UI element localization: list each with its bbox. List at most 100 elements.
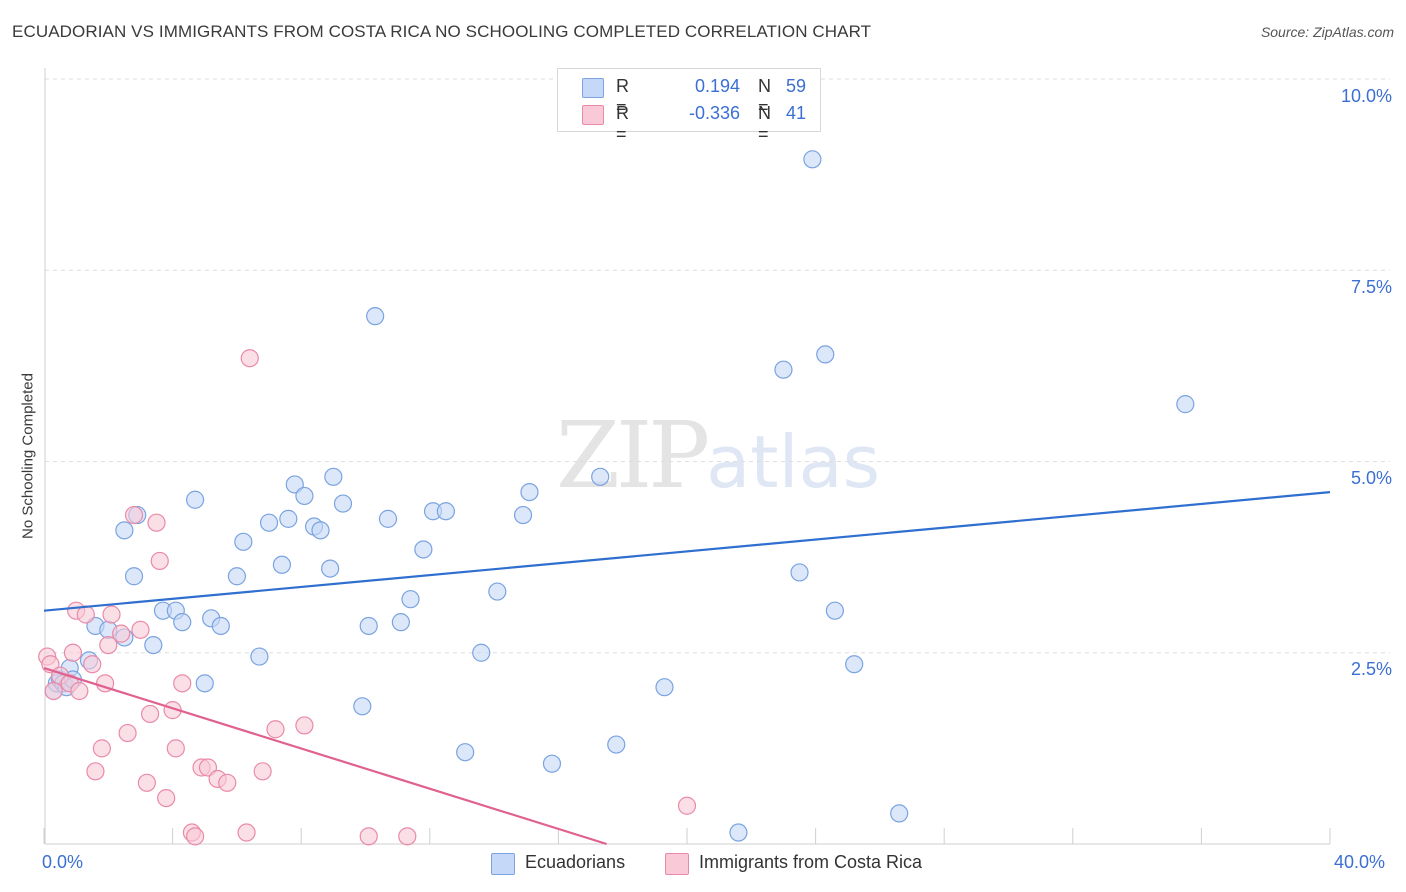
ecuadorian-trendline xyxy=(43,491,1331,612)
ecuadorian-point xyxy=(195,674,214,693)
costa-rica-trendline xyxy=(43,667,607,846)
costa-rica-point xyxy=(398,827,417,846)
ecuadorian-point xyxy=(816,345,835,364)
bottom-legend-swatch-blue xyxy=(491,853,515,875)
ecuadorian-point xyxy=(115,521,134,540)
ecuadorian-point xyxy=(774,360,793,379)
costa-rica-point xyxy=(359,827,378,846)
ecuadorian-point xyxy=(124,567,144,586)
ecuadorian-point xyxy=(259,513,279,532)
costa-rica-point xyxy=(118,723,137,743)
ecuadorian-point xyxy=(825,601,844,620)
ecuadorian-point xyxy=(333,494,353,513)
source-label: Source: ZipAtlas.com xyxy=(1260,24,1394,40)
costa-rica-point xyxy=(237,823,256,842)
x-min-label: 0.0% xyxy=(42,852,84,872)
ecuadorian-point xyxy=(488,582,507,601)
ecuadorian-point xyxy=(295,486,314,506)
ecuadorian-point xyxy=(513,505,533,525)
ecuadorian-point xyxy=(845,655,864,674)
ecuadorian-point xyxy=(520,483,539,502)
costa-rica-point xyxy=(186,827,205,846)
costa-rica-point xyxy=(150,551,169,571)
costa-rica-point xyxy=(131,620,150,639)
costa-rica-point xyxy=(70,681,89,701)
ecuadorian-point xyxy=(272,555,292,574)
bottom-legend-label: Immigrants from Costa Rica xyxy=(699,852,923,872)
ecuadorian-point xyxy=(414,540,433,559)
costa-rica-point xyxy=(124,505,144,525)
costa-rica-point xyxy=(295,716,314,735)
legend-r-value: 0.194 xyxy=(694,76,740,96)
costa-rica-point xyxy=(140,704,160,724)
ecuadorian-point xyxy=(211,616,230,636)
costa-rica-point xyxy=(63,643,83,662)
ecuadorian-point xyxy=(456,743,475,762)
y-tick-label-7-5: 7.5% xyxy=(1350,277,1392,297)
costa-rica-point xyxy=(102,605,121,624)
y-tick-label-5: 5.0% xyxy=(1350,468,1392,488)
bottom-legend-swatch-pink xyxy=(665,853,689,875)
ecuadorian-point xyxy=(401,590,420,609)
costa-rica-point xyxy=(112,624,131,643)
y-axis-label: No Schooling Completed xyxy=(19,373,37,539)
ecuadorian-point xyxy=(655,678,674,697)
y-tick-label-2-5: 2.5% xyxy=(1350,659,1392,679)
ecuadorian-point xyxy=(324,467,343,486)
ecuadorian-point xyxy=(321,559,340,578)
ecuadorian-point xyxy=(186,490,205,509)
legend-r-label: R = xyxy=(616,76,629,117)
ecuadorian-point xyxy=(353,697,372,716)
watermark: ZIPatlas xyxy=(556,402,880,509)
legend-n-value: 41 xyxy=(786,103,807,123)
bottom-legend-label: Ecuadorians xyxy=(525,852,626,872)
ecuadorian-point xyxy=(144,635,163,655)
ecuadorian-point xyxy=(790,563,809,582)
y-tick-label-10: 10.0% xyxy=(1340,86,1392,106)
costa-rica-point xyxy=(44,681,63,701)
costa-rica-point xyxy=(137,773,156,792)
costa-rica-point xyxy=(157,788,176,808)
costa-rica-point xyxy=(83,655,102,674)
ecuadorian-point xyxy=(378,509,398,528)
ecuadorian-point xyxy=(436,502,455,521)
ecuadorian-point xyxy=(234,532,253,551)
legend-n-value: 59 xyxy=(786,76,807,96)
costa-rica-point xyxy=(86,762,105,781)
legend: R = 0.194 N = 59 R = -0.336 N = 41 xyxy=(557,68,821,144)
ecuadorian-point xyxy=(391,613,410,632)
legend-swatch-blue xyxy=(582,78,604,98)
ecuadorian-point xyxy=(729,823,748,842)
ecuadorian-point xyxy=(890,804,909,823)
costa-rica-point xyxy=(266,720,285,739)
costa-rica-point xyxy=(173,674,192,693)
costa-rica-point xyxy=(677,796,697,815)
ecuadorian-point xyxy=(1176,395,1195,414)
legend-r-label: R = xyxy=(616,103,629,144)
ecuadorian-point xyxy=(472,643,491,662)
ecuadorian-point xyxy=(803,150,822,169)
costa-rica-point xyxy=(76,605,95,624)
costa-rica-point xyxy=(240,349,259,368)
x-max-label: 40.0% xyxy=(1334,852,1386,872)
chart-title: ECUADORIAN VS IMMIGRANTS FROM COSTA RICA… xyxy=(12,22,872,41)
ecuadorian-point xyxy=(227,567,246,586)
costa-rica-point xyxy=(92,739,111,758)
ecuadorian-point xyxy=(366,307,385,326)
costa-rica-point xyxy=(99,635,118,655)
ecuadorian-point xyxy=(250,647,269,666)
costa-rica-point xyxy=(218,773,237,792)
ecuadorian-point xyxy=(311,521,330,540)
ecuadorian-point xyxy=(607,735,626,754)
ecuadorian-point xyxy=(542,754,562,773)
legend-n-label: N = xyxy=(758,103,771,144)
ecuadorian-point xyxy=(359,616,378,636)
watermark-zip: ZIP xyxy=(556,402,710,509)
ecuadorian-point xyxy=(591,467,610,486)
costa-rica-point xyxy=(147,513,166,532)
ecuadorian-point xyxy=(173,613,192,632)
legend-n-label: N = xyxy=(758,76,771,117)
ecuadorian-point xyxy=(279,509,298,528)
costa-rica-point xyxy=(253,762,272,781)
